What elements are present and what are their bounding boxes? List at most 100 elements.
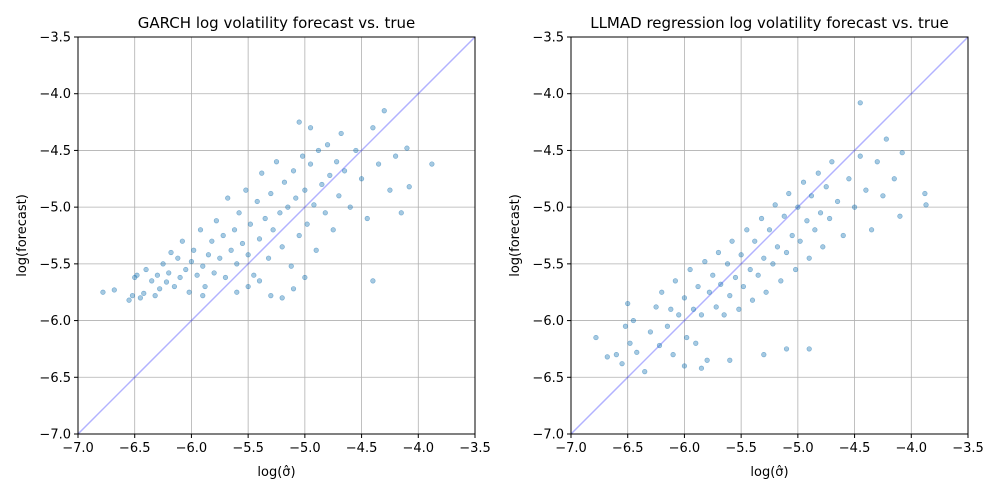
plot-frame [570,36,969,435]
scatter-point [404,145,410,151]
scatter-point [336,193,342,199]
scatter-point [721,312,727,318]
scatter-point [231,227,238,233]
scatter-point [245,252,251,258]
y-tick-label: −4.0 [39,87,71,102]
scatter-point [279,295,285,301]
scatter-point [141,290,147,296]
scatter-point [296,119,302,125]
x-tick-label: −6.0 [669,441,701,456]
scatter-point [171,283,178,290]
x-tick-label: −6.5 [612,441,644,456]
scatter-point [285,204,291,210]
y-axis-label: log(forecast) [15,194,30,277]
scatter-point [262,215,268,222]
scatter-point [370,278,376,284]
scatter-point [834,198,841,205]
scatter-point [205,252,212,258]
scatter-point [398,210,404,216]
scatter-point [273,159,280,165]
scatter-point [256,278,263,284]
scatter-point [625,300,631,307]
y-tick-label: −4.0 [532,87,564,102]
x-tick-label: −4.5 [839,441,871,456]
y-axis-label: log(forecast) [508,194,523,277]
scatter-point [200,293,206,299]
scatter-point [806,346,812,352]
scatter-point [710,272,716,278]
scatter-point [149,278,155,284]
scatter-point [370,125,376,131]
scatter-point [797,238,803,244]
scatter-point [251,272,257,278]
scatter-point [166,270,172,276]
scatter-point [795,204,801,210]
scatter-point [259,170,265,176]
scatter-point [670,352,676,358]
y-tick-label: −5.5 [532,257,564,272]
scatter-point [209,238,215,244]
x-tick-label: −5.5 [725,441,757,456]
scatter-point [706,289,712,295]
reference-line [77,36,476,435]
scatter-point [175,255,181,261]
scatter-point [228,247,234,253]
scatter-point [676,312,682,318]
scatter-point [265,255,272,261]
scatter-point [630,317,636,324]
scatter-point [763,289,769,295]
scatter-point [341,168,348,174]
scatter-point [857,100,863,106]
x-tick-label: −7.0 [555,441,587,456]
scatter-point [327,172,333,178]
scatter-point [163,279,170,285]
scatter-point [191,247,197,253]
scatter-point [736,306,742,312]
y-tick-label: −4.5 [532,144,564,159]
scatter-point [627,340,633,346]
scatter-point [202,283,208,290]
scatter-point [186,289,192,295]
scatter-point [664,323,671,329]
scatter-point [659,289,665,295]
scatter-point [375,161,382,167]
y-tick-label: −5.5 [39,257,71,272]
scatter-point [891,176,897,182]
scatter-point [922,190,928,197]
scatter-point [851,204,858,210]
scatter-point [254,198,260,205]
scatter-point [225,195,231,201]
scatter-point [302,274,308,281]
scatter-point [789,232,795,239]
scatter-point [183,266,189,273]
scatter-points [593,100,929,375]
scatter-point [718,281,724,287]
x-axis-ticks: −7.0 −6.5 −6.0 −5.5 −5.0 −4.5 −4.0 −3.5 [62,434,491,456]
scatter-point [290,286,297,292]
scatter-point [270,227,276,233]
scatter-point [299,153,306,159]
scatter-point [593,334,599,341]
scatter-point [727,293,733,299]
scatter-point [211,270,217,276]
scatter-point [381,108,387,114]
scatter-point [234,289,240,295]
scatter-point [800,179,807,185]
scatter-point [234,261,240,267]
y-tick-label: −6.5 [39,371,71,386]
scatter-point [313,247,319,253]
scatter-point [358,176,365,182]
scatter-point [817,210,824,216]
scatter-point [792,266,799,273]
scatter-point [749,297,756,303]
x-tick-label: −7.0 [62,441,94,456]
x-axis-label: log(σ̂) [750,465,788,480]
scatter-point [772,202,778,208]
scatter-point [288,263,294,269]
scatter-point [353,147,359,154]
chart-title: LLMAD regression log volatility forecast… [590,14,949,32]
scatter-point [245,283,251,290]
scatter-point [137,295,143,301]
chart-title: GARCH log volatility forecast vs. true [138,14,415,32]
x-tick-label: −3.5 [459,441,491,456]
